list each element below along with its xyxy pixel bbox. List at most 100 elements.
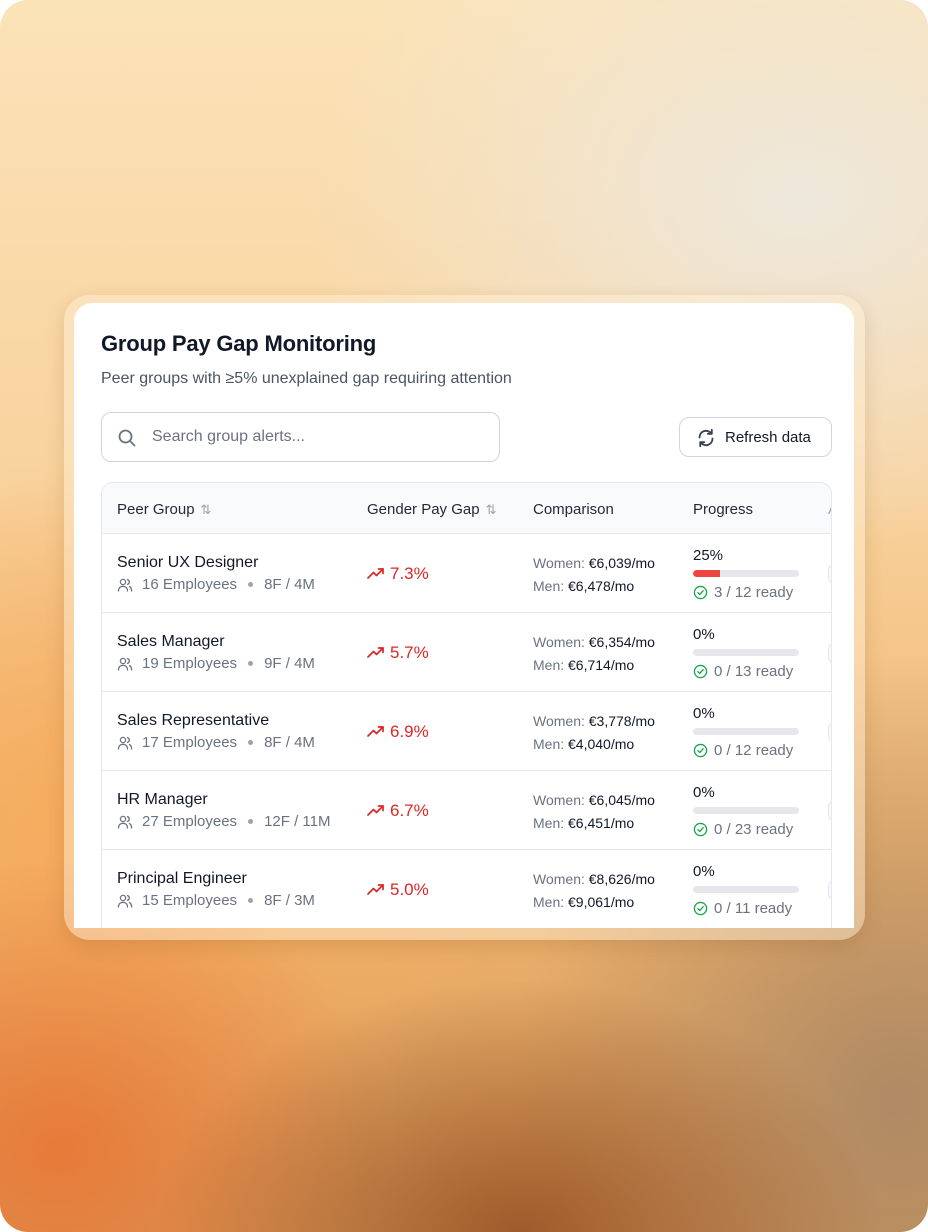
progress-percent: 0% [693,705,715,722]
table-row[interactable]: Senior UX Designer 16 Employees 8F / 4M … [102,534,831,613]
peer-group-name: Sales Manager [117,633,225,650]
women-salary: Women: €3,778/mo [533,713,655,729]
progress-bar [693,728,799,735]
separator-dot [248,819,254,824]
progress-percent: 0% [693,784,715,801]
table-header: Peer Group ⇅ Gender Pay Gap ⇅ Comparison… [102,483,831,534]
men-label: Men: [533,894,565,910]
employee-count: 27 Employees [142,813,238,830]
search-input[interactable]: Search group alerts... [152,428,305,445]
pay-gap-text: 5.7% [390,643,429,662]
women-value: €6,354/mo [588,634,655,650]
progress-percent: 0% [693,863,715,880]
progress-bar [693,807,799,814]
women-value: €3,778/mo [588,713,655,729]
row-action-button[interactable] [828,643,831,663]
pay-gap-text: 7.3% [390,564,429,583]
men-salary: Men: €4,040/mo [533,736,634,752]
separator-dot [248,661,254,666]
gender-split: 8F / 4M [264,734,315,751]
women-label: Women: [533,871,585,887]
men-value: €9,061/mo [568,894,635,910]
peer-group-meta: 19 Employees 9F / 4M [117,655,315,672]
ready-text: 3 / 12 ready [714,584,794,601]
column-gender-pay-gap[interactable]: Gender Pay Gap ⇅ [367,501,496,518]
sort-icon[interactable]: ⇅ [485,501,497,517]
women-value: €6,045/mo [588,792,655,808]
women-label: Women: [533,713,585,729]
women-salary: Women: €8,626/mo [533,871,655,887]
separator-dot [248,582,254,587]
men-label: Men: [533,736,565,752]
women-salary: Women: €6,045/mo [533,792,655,808]
refresh-icon [698,428,714,448]
trending-up-icon [367,726,384,737]
ready-text: 0 / 23 ready [714,821,794,838]
men-salary: Men: €6,478/mo [533,578,634,594]
peer-group-name: Senior UX Designer [117,554,259,571]
column-comparison: Comparison [533,501,614,518]
peer-group-meta: 17 Employees 8F / 4M [117,734,315,751]
users-icon [117,736,133,750]
check-circle-icon [693,743,708,758]
peer-group-name: Sales Representative [117,712,270,729]
trending-up-icon [367,647,384,658]
pay-gap-text: 6.7% [390,801,429,820]
alerts-table: Peer Group ⇅ Gender Pay Gap ⇅ Comparison… [101,482,832,928]
table-row[interactable]: Sales Manager 19 Employees 9F / 4M 5.7% … [102,613,831,692]
pay-gap-value: 5.0% [367,880,429,900]
ready-status: 0 / 12 ready [693,742,793,759]
sort-icon[interactable]: ⇅ [200,501,212,517]
employee-count: 16 Employees [142,576,238,593]
peer-group-meta: 27 Employees 12F / 11M [117,813,330,830]
men-label: Men: [533,657,565,673]
row-action-button[interactable] [828,880,831,900]
row-action-button[interactable] [828,801,831,821]
check-circle-icon [693,901,708,916]
users-icon [117,578,133,592]
pay-gap-text: 6.9% [390,722,429,741]
check-circle-icon [693,822,708,837]
men-value: €6,714/mo [568,657,635,673]
women-salary: Women: €6,039/mo [533,555,655,571]
row-action-button[interactable] [828,722,831,742]
pay-gap-value: 6.9% [367,722,429,742]
table-row[interactable]: Sales Representative 17 Employees 8F / 4… [102,692,831,771]
pay-gap-value: 6.7% [367,801,429,821]
employee-count: 15 Employees [142,892,238,909]
ready-status: 3 / 12 ready [693,584,793,601]
women-salary: Women: €6,354/mo [533,634,655,650]
peer-group-name: HR Manager [117,791,208,808]
pay-gap-text: 5.0% [390,880,429,899]
ready-status: 0 / 11 ready [693,900,792,917]
progress-bar [693,570,799,577]
check-circle-icon [693,585,708,600]
refresh-button[interactable]: Refresh data [679,417,832,457]
column-comparison-label: Comparison [533,501,614,518]
table-row[interactable]: Principal Engineer 15 Employees 8F / 3M … [102,850,831,928]
pay-gap-card: Group Pay Gap Monitoring Peer groups wit… [74,303,854,928]
users-icon [117,657,133,671]
search-icon [118,429,136,447]
search-box[interactable]: Search group alerts... [101,412,500,462]
women-label: Women: [533,555,585,571]
gender-split: 9F / 4M [264,655,315,672]
men-salary: Men: €9,061/mo [533,894,634,910]
column-progress-label: Progress [693,501,754,518]
refresh-button-label: Refresh data [725,429,811,446]
progress-percent: 0% [693,626,715,643]
peer-group-meta: 15 Employees 8F / 3M [117,892,315,909]
column-peer-group-label: Peer Group [117,501,195,518]
gender-split: 12F / 11M [264,813,331,830]
page-subtitle: Peer groups with ≥5% unexplained gap req… [101,370,512,387]
column-peer-group[interactable]: Peer Group ⇅ [117,501,211,518]
men-value: €4,040/mo [568,736,635,752]
table-row[interactable]: HR Manager 27 Employees 12F / 11M 6.7% W… [102,771,831,850]
progress-bar-fill [693,570,720,577]
row-action-button[interactable] [828,564,831,584]
men-label: Men: [533,815,565,831]
ready-status: 0 / 23 ready [693,821,793,838]
progress-bar [693,886,799,893]
women-value: €6,039/mo [588,555,655,571]
women-label: Women: [533,634,585,650]
